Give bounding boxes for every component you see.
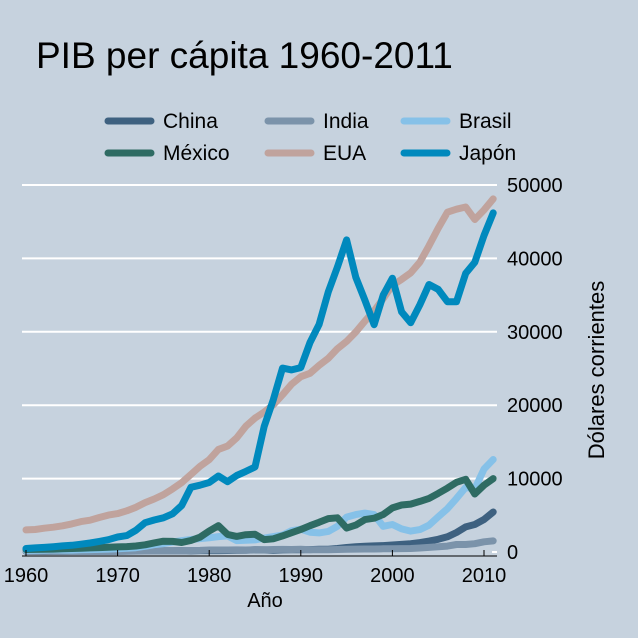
series-line-japón (22, 209, 497, 552)
y-tick-label: 30000 (507, 322, 563, 344)
legend: China India Brasil México EUA Japón (104, 110, 516, 165)
y-tick-label: 0 (507, 542, 518, 564)
y-axis-title: Dólares corrientes (584, 281, 609, 460)
legend-label: Japón (459, 142, 516, 165)
series-line-méxico (22, 475, 497, 553)
x-tick-label: 2010 (462, 565, 507, 587)
x-tick-label: 1960 (4, 565, 49, 587)
legend-label: EUA (323, 142, 366, 165)
axes: 0 10000 20000 30000 40000 50000 1960 1970 1980 19… (4, 175, 563, 587)
y-tick-label: 50000 (507, 175, 563, 197)
y-tick-label: 20000 (507, 395, 563, 417)
series-lines (22, 195, 497, 555)
y-tick-label: 40000 (507, 248, 563, 270)
gridlines (22, 184, 497, 553)
x-tick-label: 1970 (95, 565, 140, 587)
x-axis-title: Año (247, 590, 283, 612)
legend-label: China (163, 110, 218, 133)
legend-label: México (163, 142, 230, 165)
y-tick-label: 10000 (507, 469, 563, 491)
chart-title: PIB per cápita 1960-2011 (36, 35, 453, 76)
legend-label: India (323, 110, 369, 133)
legend-label: Brasil (459, 110, 512, 133)
series-line-eua (22, 195, 497, 534)
x-tick-label: 1980 (187, 565, 232, 587)
x-tick-label: 2000 (370, 565, 415, 587)
x-tick-label: 1990 (279, 565, 324, 587)
